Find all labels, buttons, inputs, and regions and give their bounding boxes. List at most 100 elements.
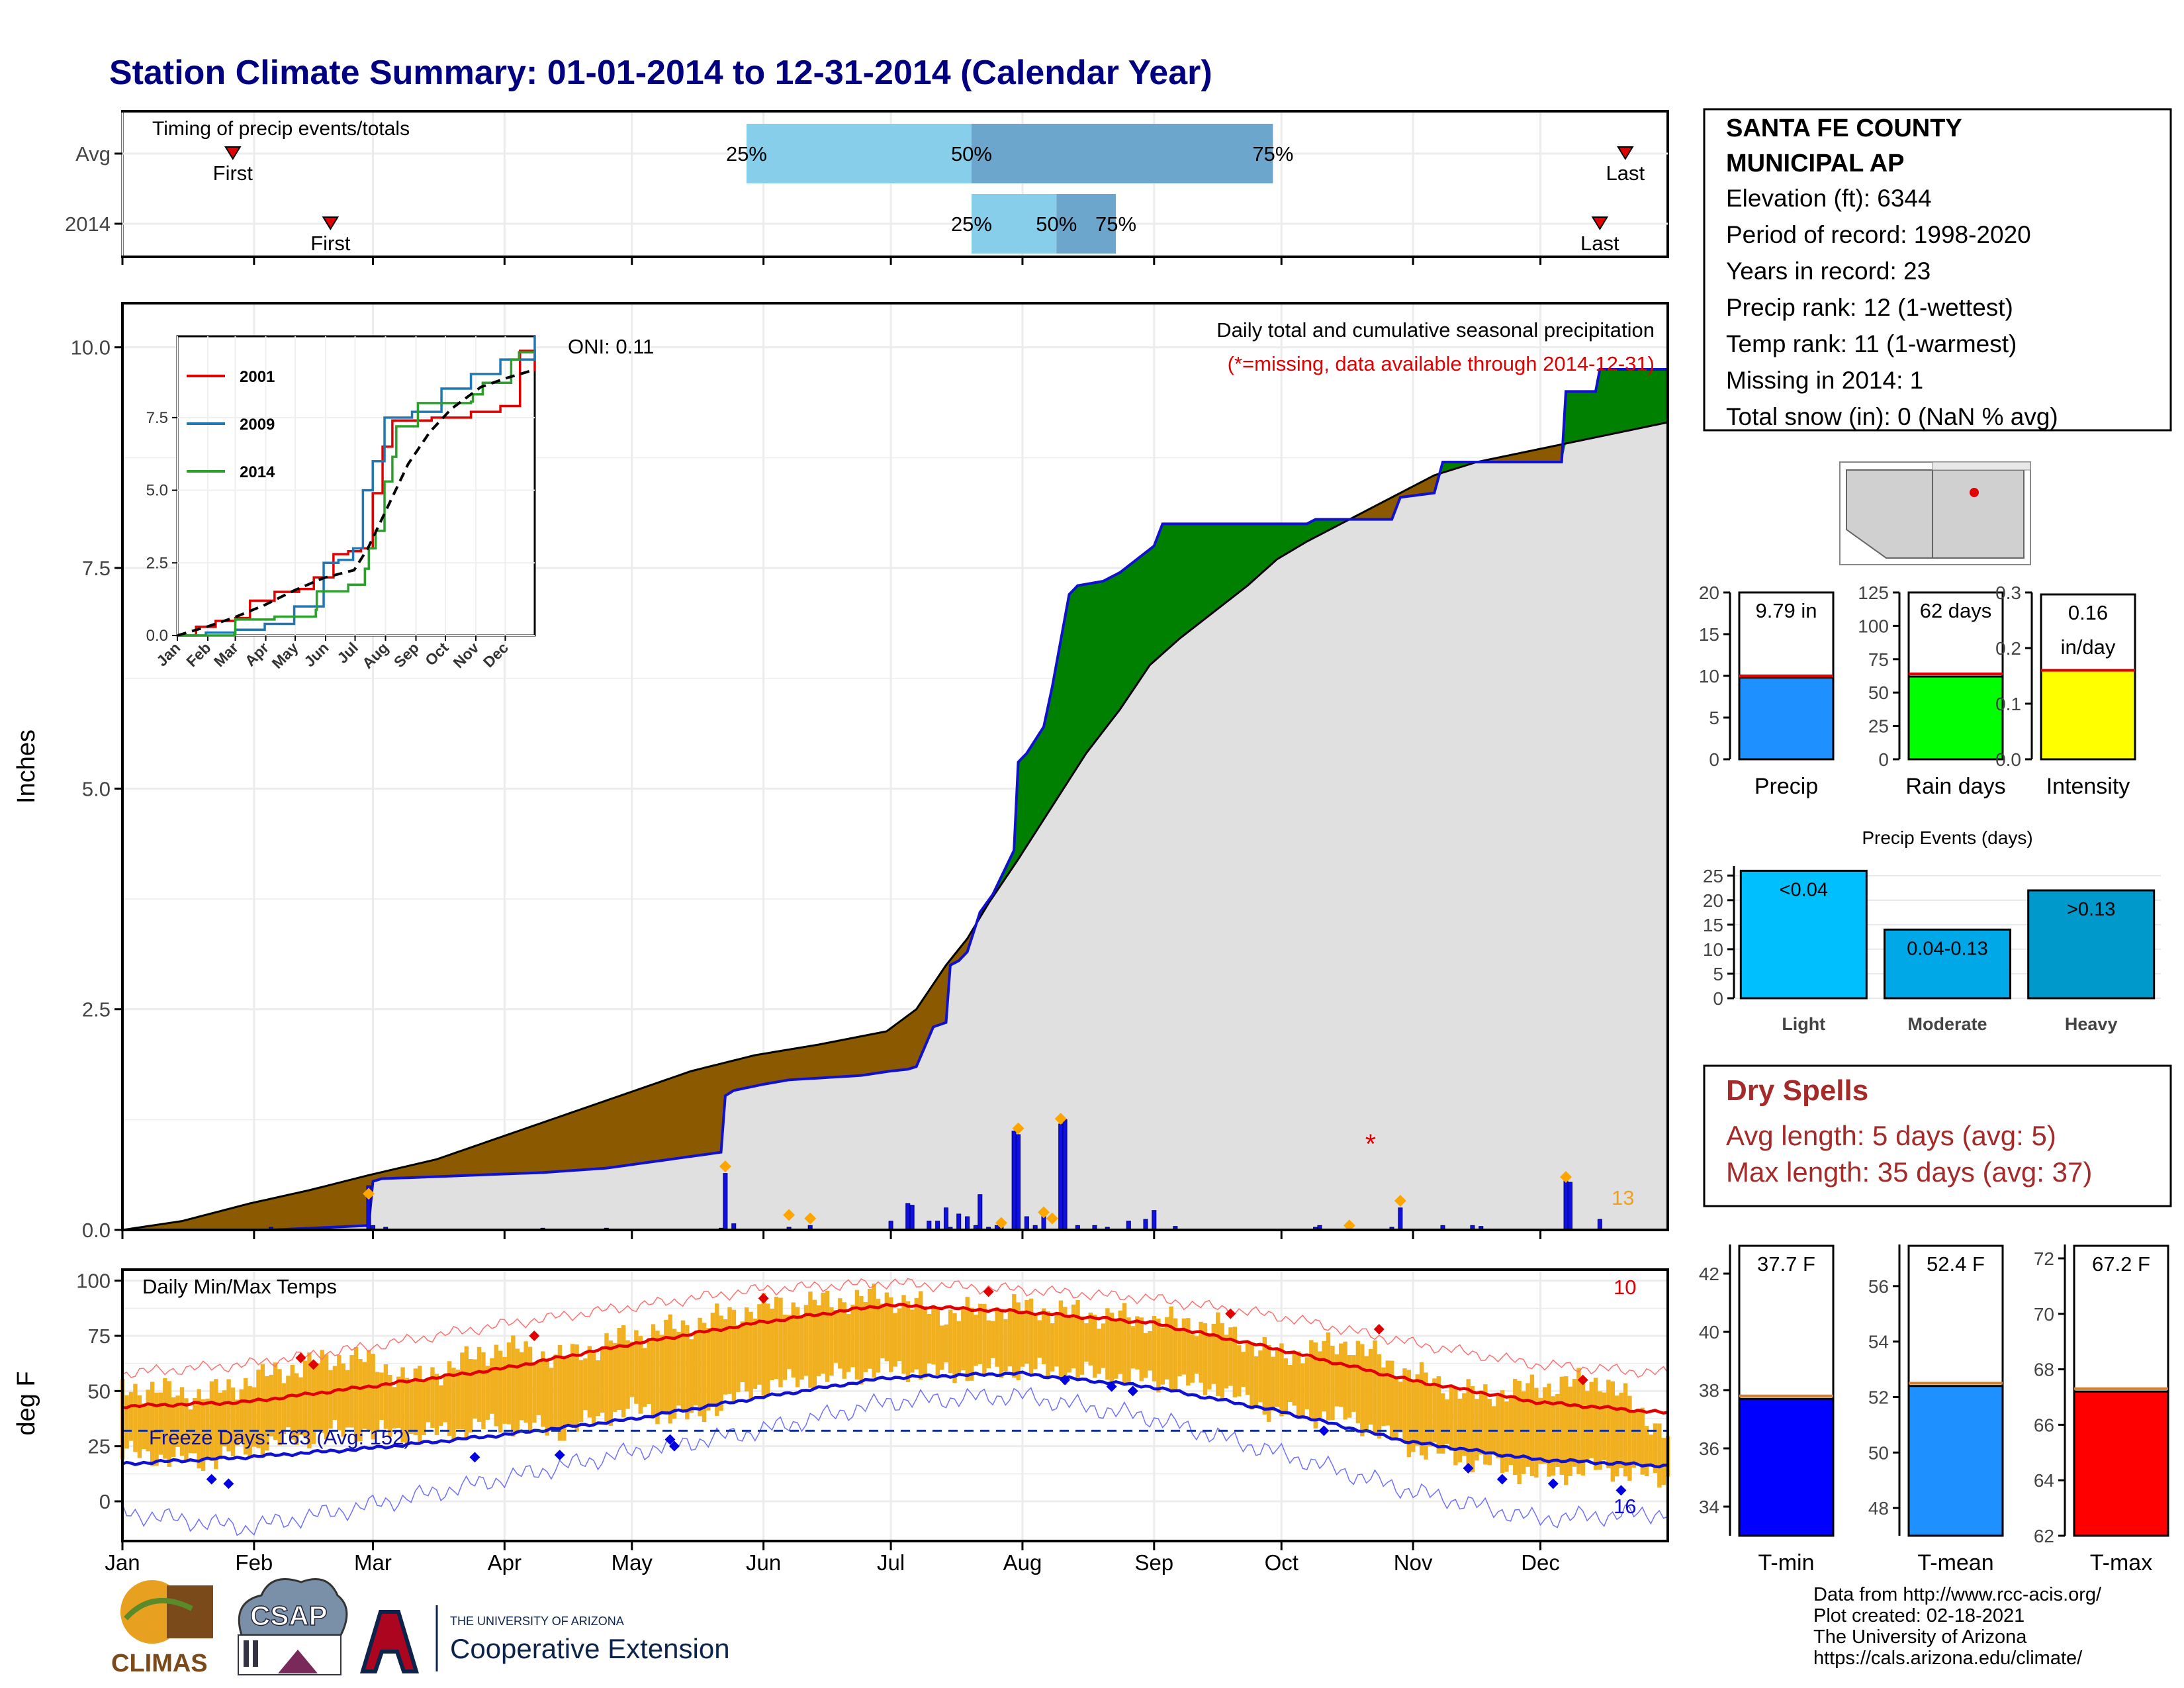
events-value-label: <0.04	[1780, 879, 1828, 900]
mini-value-label: 52.4 F	[1927, 1252, 1985, 1276]
daily-temp-range-bar	[201, 1399, 206, 1471]
daily-temp-range-bar	[1580, 1379, 1586, 1476]
daily-precip-bar	[1152, 1210, 1157, 1231]
inset-y-tick-label: 2.5	[146, 554, 168, 572]
daily-temp-range-bar	[600, 1346, 605, 1413]
month-tick-label: Feb	[235, 1550, 273, 1575]
daily-precip-bar	[943, 1207, 948, 1231]
mini-y-tick-label: 40	[1699, 1322, 1719, 1342]
daily-temp-range-bar	[1449, 1386, 1454, 1451]
daily-temp-range-bar	[1063, 1307, 1068, 1385]
daily-precip-bar	[965, 1216, 970, 1231]
month-tick-label: Dec	[1521, 1550, 1560, 1575]
daily-temp-range-bar	[889, 1297, 893, 1372]
daily-temp-range-bar	[812, 1299, 817, 1390]
cumulative-base-area	[122, 422, 1668, 1230]
daily-temp-range-bar	[1279, 1343, 1284, 1417]
daily-record-point	[363, 1188, 375, 1200]
daily-temp-range-bar	[778, 1297, 783, 1387]
daily-temp-range-bar	[536, 1362, 541, 1415]
daily-temp-range-bar	[1046, 1311, 1050, 1377]
temp-y-axis: 0 25 50 75 100	[76, 1270, 122, 1513]
daily-temp-range-bar	[532, 1364, 537, 1423]
station-name-line2: MUNICIPAL AP	[1726, 150, 1905, 177]
footer: Data from http://www.rcc-acis.org/Plot c…	[111, 1578, 2102, 1677]
daily-temp-range-bar	[1602, 1392, 1607, 1461]
daily-temp-range-bar	[1368, 1348, 1373, 1425]
daily-temp-range-bar	[578, 1360, 584, 1423]
daily-temp-range-bar	[1521, 1391, 1526, 1474]
daily-temp-range-bar	[1640, 1407, 1645, 1475]
daily-temp-range-bar	[235, 1399, 240, 1446]
mini-bar	[1907, 1385, 2004, 1537]
events-y-tick-label: 10	[1703, 939, 1723, 960]
daily-temp-range-bar	[672, 1329, 677, 1419]
daily-temp-range-bar	[1101, 1323, 1106, 1368]
record-min-point	[1547, 1478, 1559, 1489]
daily-temp-range-bar	[1292, 1352, 1297, 1406]
daily-temp-range-bar	[1322, 1340, 1326, 1412]
daily-temp-range-bar	[324, 1354, 329, 1440]
daily-temp-range-bar	[829, 1307, 834, 1376]
daily-temp-range-bar	[1071, 1304, 1076, 1369]
daily-temp-range-bar	[362, 1362, 367, 1429]
daily-temp-range-bar	[244, 1378, 248, 1455]
daily-temp-range-bar	[948, 1309, 953, 1374]
daily-temp-range-bar	[727, 1307, 732, 1394]
temp-y-axis-label: deg F	[13, 1371, 40, 1435]
tmin-panel: 37.7 F 34 36 38 40 42 T-min	[1699, 1244, 1843, 1575]
daily-temp-range-bar	[142, 1403, 146, 1450]
daily-temp-range-bar	[557, 1344, 563, 1441]
month-tick-label: Jun	[746, 1550, 781, 1575]
daily-temp-range-bar	[307, 1352, 312, 1449]
daily-temp-range-bar	[736, 1325, 741, 1392]
daily-temp-range-bar	[956, 1321, 962, 1375]
first-event-label: First	[310, 232, 351, 255]
events-y-tick-label: 25	[1703, 866, 1723, 886]
record-max-point	[1373, 1324, 1385, 1335]
daily-temp-range-bar	[1207, 1333, 1212, 1390]
daily-temp-range-bar	[464, 1346, 469, 1440]
daily-temp-range-bar	[1466, 1379, 1471, 1466]
daily-temp-range-bar	[978, 1303, 983, 1364]
daily-temp-range-bar	[1050, 1323, 1055, 1372]
temp-content	[120, 1278, 1670, 1536]
daily-temp-range-bar	[1559, 1376, 1565, 1475]
daily-temp-range-bar	[349, 1354, 354, 1428]
daily-temp-range-bar	[545, 1359, 549, 1436]
daily-temp-range-bar	[791, 1302, 796, 1378]
footer-line: Data from http://www.rcc-acis.org/	[1813, 1584, 2102, 1605]
daily-temp-range-bar	[1024, 1299, 1029, 1364]
daily-temp-range-bar	[179, 1387, 185, 1456]
daily-temp-range-bar	[341, 1363, 345, 1437]
daily-temp-range-bar	[651, 1324, 656, 1419]
daily-temp-range-bar	[527, 1346, 533, 1431]
daily-temp-range-bar	[1211, 1323, 1216, 1384]
mini-y-tick-label: 72	[2034, 1248, 2054, 1269]
daily-precip-bar	[978, 1194, 983, 1231]
daily-temp-range-bar	[1042, 1308, 1046, 1364]
daily-record-point	[1038, 1206, 1050, 1219]
mini-category-label: Precip	[1754, 774, 1818, 799]
daily-temp-range-bar	[1275, 1349, 1280, 1407]
daily-temp-range-bar	[1122, 1303, 1127, 1384]
daily-temp-range-bar	[1165, 1317, 1169, 1380]
daily-record-point	[1394, 1195, 1406, 1207]
daily-temp-range-bar	[1542, 1387, 1547, 1464]
daily-temp-range-bar	[133, 1383, 138, 1452]
daily-precip-bar	[1563, 1178, 1569, 1231]
station-info-line: Total snow (in): 0 (NaN % avg)	[1726, 403, 2058, 430]
daily-temp-range-bar	[1250, 1342, 1254, 1410]
daily-temp-range-bar	[884, 1292, 889, 1362]
timing-q25-label: 25%	[951, 212, 992, 236]
mini-y-tick-label: 25	[1868, 716, 1889, 737]
daily-precip-bar	[956, 1213, 962, 1231]
daily-temp-range-bar	[574, 1344, 579, 1432]
events-y-tick-label: 20	[1703, 890, 1723, 911]
daily-record-point	[995, 1217, 1007, 1229]
daily-temp-range-bar	[744, 1307, 749, 1391]
freeze-days-label: Freeze Days: 163 (Avg: 152)	[149, 1426, 411, 1449]
daily-temp-range-bar	[876, 1299, 881, 1373]
mini-y-tick-label: 50	[1868, 1442, 1889, 1463]
mini-category-label: Rain days	[1905, 774, 2005, 799]
